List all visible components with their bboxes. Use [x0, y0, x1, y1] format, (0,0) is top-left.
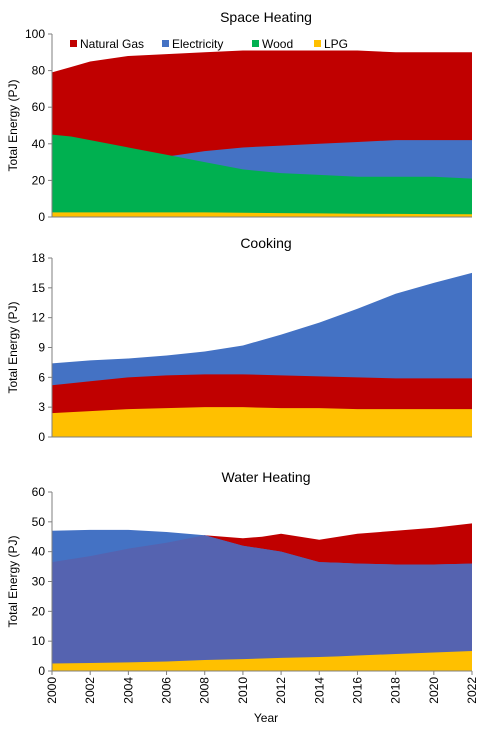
water-heating-y-tick-label: 20 — [32, 604, 46, 618]
cooking-y-tick-label: 12 — [32, 311, 46, 325]
legend-swatch-wood — [252, 40, 259, 47]
water-heating-x-tick-label: 2020 — [427, 677, 441, 704]
cooking-y-tick-label: 6 — [38, 370, 45, 384]
space-heating-y-tick-label: 0 — [38, 210, 45, 224]
cooking-y-tick-label: 0 — [38, 430, 45, 444]
water-heating-x-tick-label: 2014 — [312, 677, 326, 704]
water-heating-area-lpg — [52, 651, 472, 671]
water-heating-y-axis-label: Total Energy (PJ) — [6, 535, 20, 627]
space-heating-y-tick-label: 80 — [32, 64, 46, 78]
water-heating-x-tick-label: 2016 — [350, 677, 364, 704]
legend-swatch-electricity — [162, 40, 169, 47]
space-heating-area-lpg — [52, 212, 472, 217]
cooking-y-axis-label: Total Energy (PJ) — [6, 301, 20, 393]
space-heating-area-wood — [52, 134, 472, 217]
water-heating-x-tick-label: 2008 — [198, 677, 212, 704]
water-heating-x-tick-label: 2010 — [236, 677, 250, 704]
water-heating-area-overlap — [52, 535, 472, 671]
water-heating-y-tick-label: 50 — [32, 515, 46, 529]
water-heating-x-tick-label: 2012 — [274, 677, 288, 704]
water-heating-y-tick-label: 0 — [38, 664, 45, 678]
cooking-title: Cooking — [240, 235, 291, 251]
water-heating-y-tick-label: 60 — [32, 485, 46, 499]
space-heating-y-axis-label: Total Energy (PJ) — [6, 79, 20, 171]
space-heating-y-tick-label: 100 — [25, 27, 45, 41]
cooking-y-tick-label: 18 — [32, 251, 46, 265]
cooking-area-lpg — [52, 407, 472, 437]
water-heating-x-tick-label: 2000 — [45, 677, 59, 704]
space-heating-y-tick-label: 40 — [32, 137, 46, 151]
legend-label-electricity: Electricity — [172, 37, 223, 51]
water-heating-x-axis-label: Year — [254, 711, 278, 725]
cooking-y-tick-label: 9 — [38, 341, 45, 355]
legend-swatch-natural-gas — [70, 40, 77, 47]
legend-label-wood: Wood — [262, 37, 293, 51]
water-heating-y-tick-label: 10 — [32, 634, 46, 648]
space-heating-y-tick-label: 60 — [32, 100, 46, 114]
water-heating-title: Water Heating — [222, 469, 311, 485]
water-heating-y-tick-label: 40 — [32, 545, 46, 559]
cooking-y-tick-label: 3 — [38, 400, 45, 414]
water-heating-x-tick-label: 2018 — [389, 677, 403, 704]
cooking-y-tick-label: 15 — [32, 281, 46, 295]
water-heating-x-tick-label: 2022 — [465, 677, 479, 704]
water-heating-y-tick-label: 30 — [32, 575, 46, 589]
legend-swatch-lpg — [314, 40, 321, 47]
water-heating-x-tick-label: 2006 — [160, 677, 174, 704]
space-heating-title: Space Heating — [220, 9, 312, 25]
legend-label-natural-gas: Natural Gas — [80, 37, 144, 51]
space-heating-y-tick-label: 20 — [32, 173, 46, 187]
legend-label-lpg: LPG — [324, 37, 348, 51]
water-heating-x-tick-label: 2004 — [121, 677, 135, 704]
water-heating-x-tick-label: 2002 — [83, 677, 97, 704]
